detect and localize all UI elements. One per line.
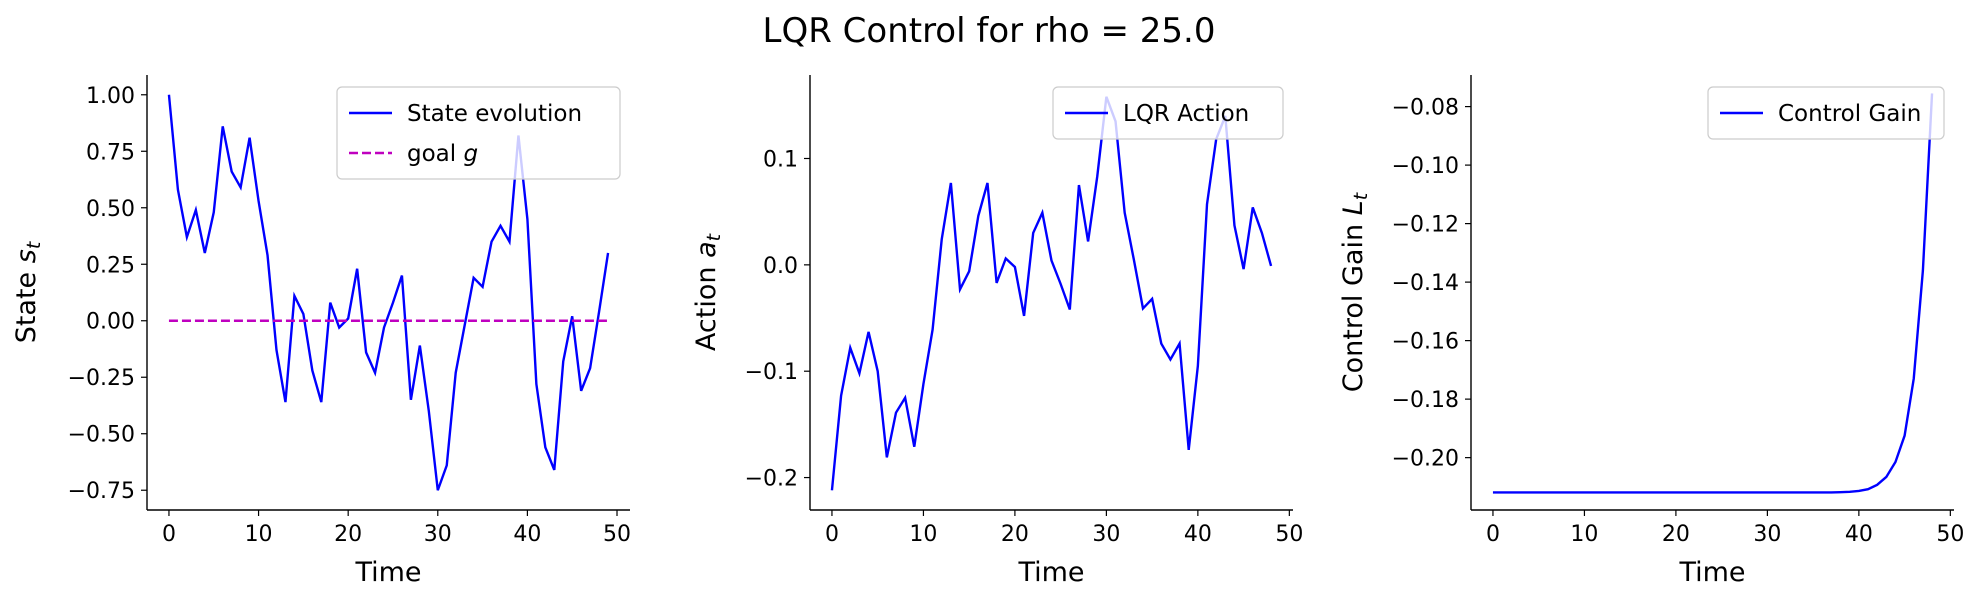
action-y-tick-label: −0.1 [745,360,798,385]
state-y-tick-label: 0.25 [86,253,135,278]
gain-y-tick-label: −0.08 [1392,96,1459,121]
gain-legend: Control Gain [1707,86,1945,140]
action-x-axis-label: Time [1017,557,1084,588]
action-panel: 0 10 20 30 40 50 −0.2 −0.1 0.0 0.1 Time Action at LQ… [691,75,1303,588]
action-x-tick-label: 10 [909,522,937,547]
action-x-tick-label: 20 [1001,522,1029,547]
state-series-line-0 [167,94,610,491]
action-legend: LQR Action [1052,86,1284,140]
state-legend-label-1: goal g [407,141,478,167]
gain-series-line-0 [1492,93,1934,494]
action-x-tick-label: 50 [1275,522,1303,547]
state-y-axis-label: State st [11,240,45,343]
gain-panel: 0 10 20 30 40 50 −0.20 −0.18 −0.16 −0.14 −0.12 −0.1… [1338,75,1964,588]
gain-x-axis-label: Time [1678,557,1745,588]
state-x-tick-label: 50 [603,522,631,547]
figure-title: LQR Control for rho = 25.0 [763,11,1216,51]
state-y-tick-label: 0.00 [86,310,135,335]
action-x-tick-label: 0 [825,522,839,547]
state-y-tick-label: 0.75 [86,140,135,165]
state-x-tick-label: 0 [162,522,176,547]
action-y-tick-label: −0.2 [745,467,798,492]
gain-legend-label-0: Control Gain [1778,101,1921,127]
state-legend-box [336,86,621,180]
gain-x-tick-label: 10 [1570,522,1598,547]
action-legend-label-0: LQR Action [1123,101,1249,127]
state-panel: 0 10 20 30 40 50 −0.75 −0.50 −0.25 0.00 0.25 0.50 0.… [11,75,631,588]
state-y-tick-label: −0.25 [68,366,135,391]
action-x-tick-label: 40 [1184,522,1212,547]
state-y-tick-label: −0.75 [68,479,135,504]
gain-x-tick-label: 0 [1486,522,1500,547]
state-x-tick-label: 40 [513,522,541,547]
gain-y-axis-label: Control Gain Lt [1338,191,1372,392]
gain-y-tick-label: −0.12 [1392,213,1459,238]
state-legend-label-0: State evolution [407,101,582,127]
gain-legend-box [1707,86,1945,140]
gain-y-tick-label: −0.20 [1392,447,1459,472]
gain-y-tick-label: −0.16 [1392,330,1459,355]
state-y-tick-label: 1.00 [86,84,135,109]
gain-x-tick-label: 30 [1753,522,1781,547]
state-y-tick-label: −0.50 [68,423,135,448]
gain-y-tick-label: −0.18 [1392,388,1459,413]
gain-x-tick-label: 20 [1662,522,1690,547]
gain-x-tick-label: 40 [1845,522,1873,547]
gain-y-tick-label: −0.10 [1392,154,1459,179]
state-y-tick-label: 0.50 [86,197,135,222]
gain-x-tick-label: 50 [1936,522,1964,547]
action-x-tick-label: 30 [1092,522,1120,547]
state-x-axis-label: Time [354,557,421,588]
state-legend: State evolution goal g [336,86,621,180]
state-x-tick-label: 20 [334,522,362,547]
action-series-line-0 [830,96,1273,491]
action-y-tick-label: 0.1 [763,147,798,172]
action-y-tick-label: 0.0 [763,254,798,279]
action-y-axis-label: Action at [691,232,725,351]
action-legend-box [1052,86,1284,140]
state-x-tick-label: 10 [245,522,273,547]
gain-y-tick-label: −0.14 [1392,271,1459,296]
state-x-tick-label: 30 [424,522,452,547]
